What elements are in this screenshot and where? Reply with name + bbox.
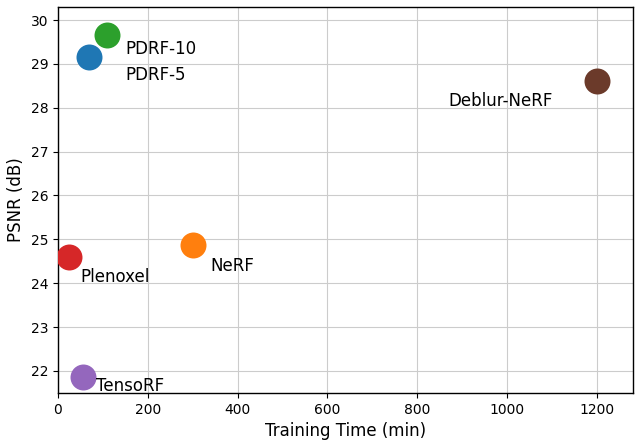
X-axis label: Training Time (min): Training Time (min) <box>265 422 426 440</box>
Text: TensoRF: TensoRF <box>96 377 164 396</box>
Point <box>77 374 88 381</box>
Point <box>102 32 113 39</box>
Text: PDRF-5: PDRF-5 <box>125 66 186 84</box>
Point <box>64 253 74 261</box>
Text: NeRF: NeRF <box>211 257 255 275</box>
Point <box>188 241 198 248</box>
Text: Plenoxel: Plenoxel <box>80 268 150 286</box>
Text: PDRF-10: PDRF-10 <box>125 40 196 58</box>
Y-axis label: PSNR (dB): PSNR (dB) <box>7 157 25 242</box>
Text: Deblur-NeRF: Deblur-NeRF <box>449 93 553 110</box>
Point <box>592 78 602 85</box>
Point <box>84 54 95 61</box>
